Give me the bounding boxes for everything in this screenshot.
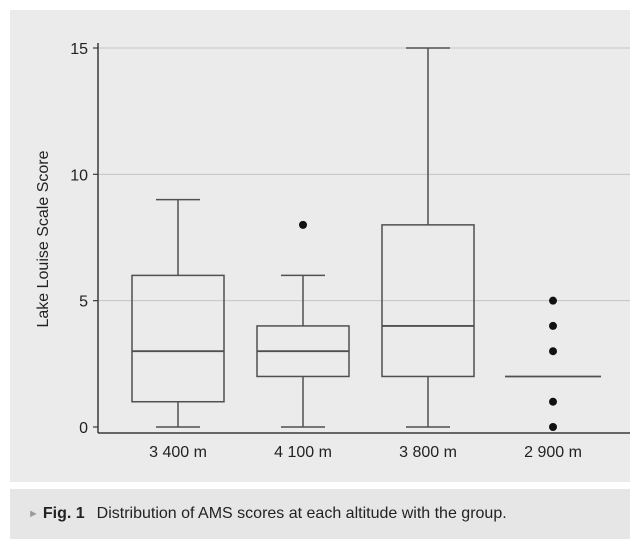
box-iqr	[131, 274, 225, 403]
y-tick-label: 15	[70, 41, 88, 58]
x-tick-label: 2 900 m	[524, 444, 582, 461]
outlier-point	[549, 423, 557, 431]
caption-text: Distribution of AMS scores at each altit…	[96, 505, 507, 522]
y-tick-label: 0	[79, 420, 88, 437]
figure-caption: ► Fig. 1 Distribution of AMS scores at e…	[10, 489, 630, 539]
box-iqr	[381, 224, 475, 378]
y-tick-label: 5	[79, 294, 88, 311]
x-tick-label: 3 800 m	[399, 444, 457, 461]
x-tick-label: 3 400 m	[149, 444, 207, 461]
boxplot-chart: 0 5 10 15 Lake Louise Scale Score 3 400 m 4 10…	[35, 41, 630, 461]
outlier-point	[549, 347, 557, 356]
caption-marker-icon: ►	[28, 508, 39, 520]
outlier-point	[549, 397, 557, 406]
y-axis-title: Lake Louise Scale Score	[35, 150, 52, 327]
outlier-point	[549, 296, 557, 305]
outlier-point	[299, 220, 307, 229]
figure-number: Fig. 1	[42, 505, 85, 522]
outlier-point	[549, 321, 557, 330]
y-tick-label: 10	[70, 167, 88, 184]
chart-panel: 0 5 10 15 Lake Louise Scale Score 3 400 m 4 10…	[10, 10, 630, 482]
x-tick-label: 4 100 m	[274, 444, 332, 461]
